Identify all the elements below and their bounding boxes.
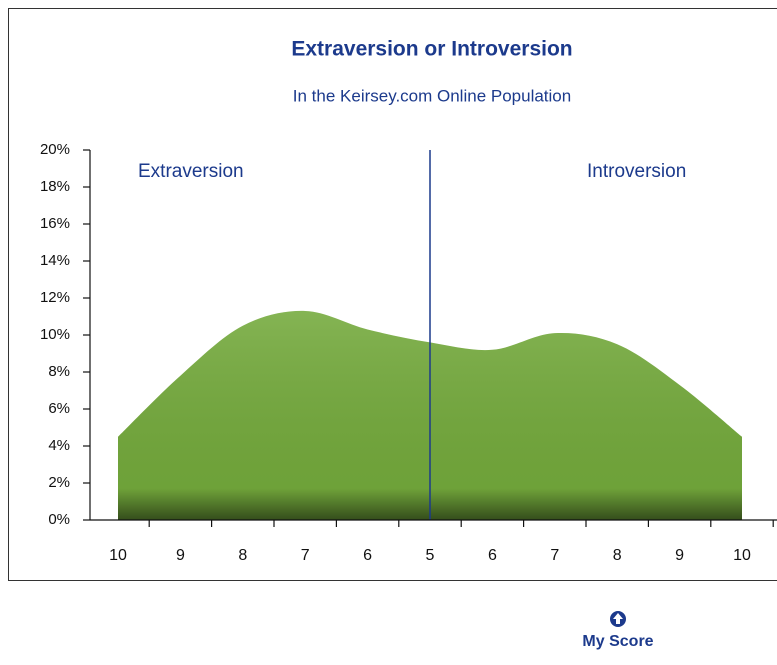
chart-subtitle: In the Keirsey.com Online Population — [293, 86, 571, 105]
x-tick-label: 8 — [613, 547, 622, 564]
x-tick-label: 6 — [488, 547, 497, 564]
y-tick-label: 8% — [48, 363, 70, 380]
y-tick-label: 2% — [48, 474, 70, 491]
y-tick-label: 16% — [40, 215, 70, 232]
annotation: Extraversion — [138, 161, 244, 182]
x-tick-label: 7 — [301, 547, 310, 564]
y-tick-label: 6% — [48, 400, 70, 417]
y-tick-label: 18% — [40, 178, 70, 195]
x-tick-label: 7 — [550, 547, 559, 564]
y-tick-label: 20% — [40, 141, 70, 158]
x-tick-label: 6 — [363, 547, 372, 564]
x-tick-label: 8 — [238, 547, 247, 564]
y-tick-label: 0% — [48, 511, 70, 528]
x-tick-label: 9 — [675, 547, 684, 564]
x-tick-label: 5 — [426, 547, 435, 564]
y-tick-label: 10% — [40, 326, 70, 343]
y-tick-label: 12% — [40, 289, 70, 306]
y-tick-label: 4% — [48, 437, 70, 454]
x-tick-label: 10 — [733, 547, 751, 564]
x-tick-label: 9 — [176, 547, 185, 564]
y-tick-label: 14% — [40, 252, 70, 269]
score-marker: My Score — [582, 611, 653, 650]
x-tick-label: 10 — [109, 547, 127, 564]
chart-title: Extraversion or Introversion — [291, 38, 572, 61]
annotation: Introversion — [587, 161, 686, 182]
score-label: My Score — [582, 633, 653, 650]
